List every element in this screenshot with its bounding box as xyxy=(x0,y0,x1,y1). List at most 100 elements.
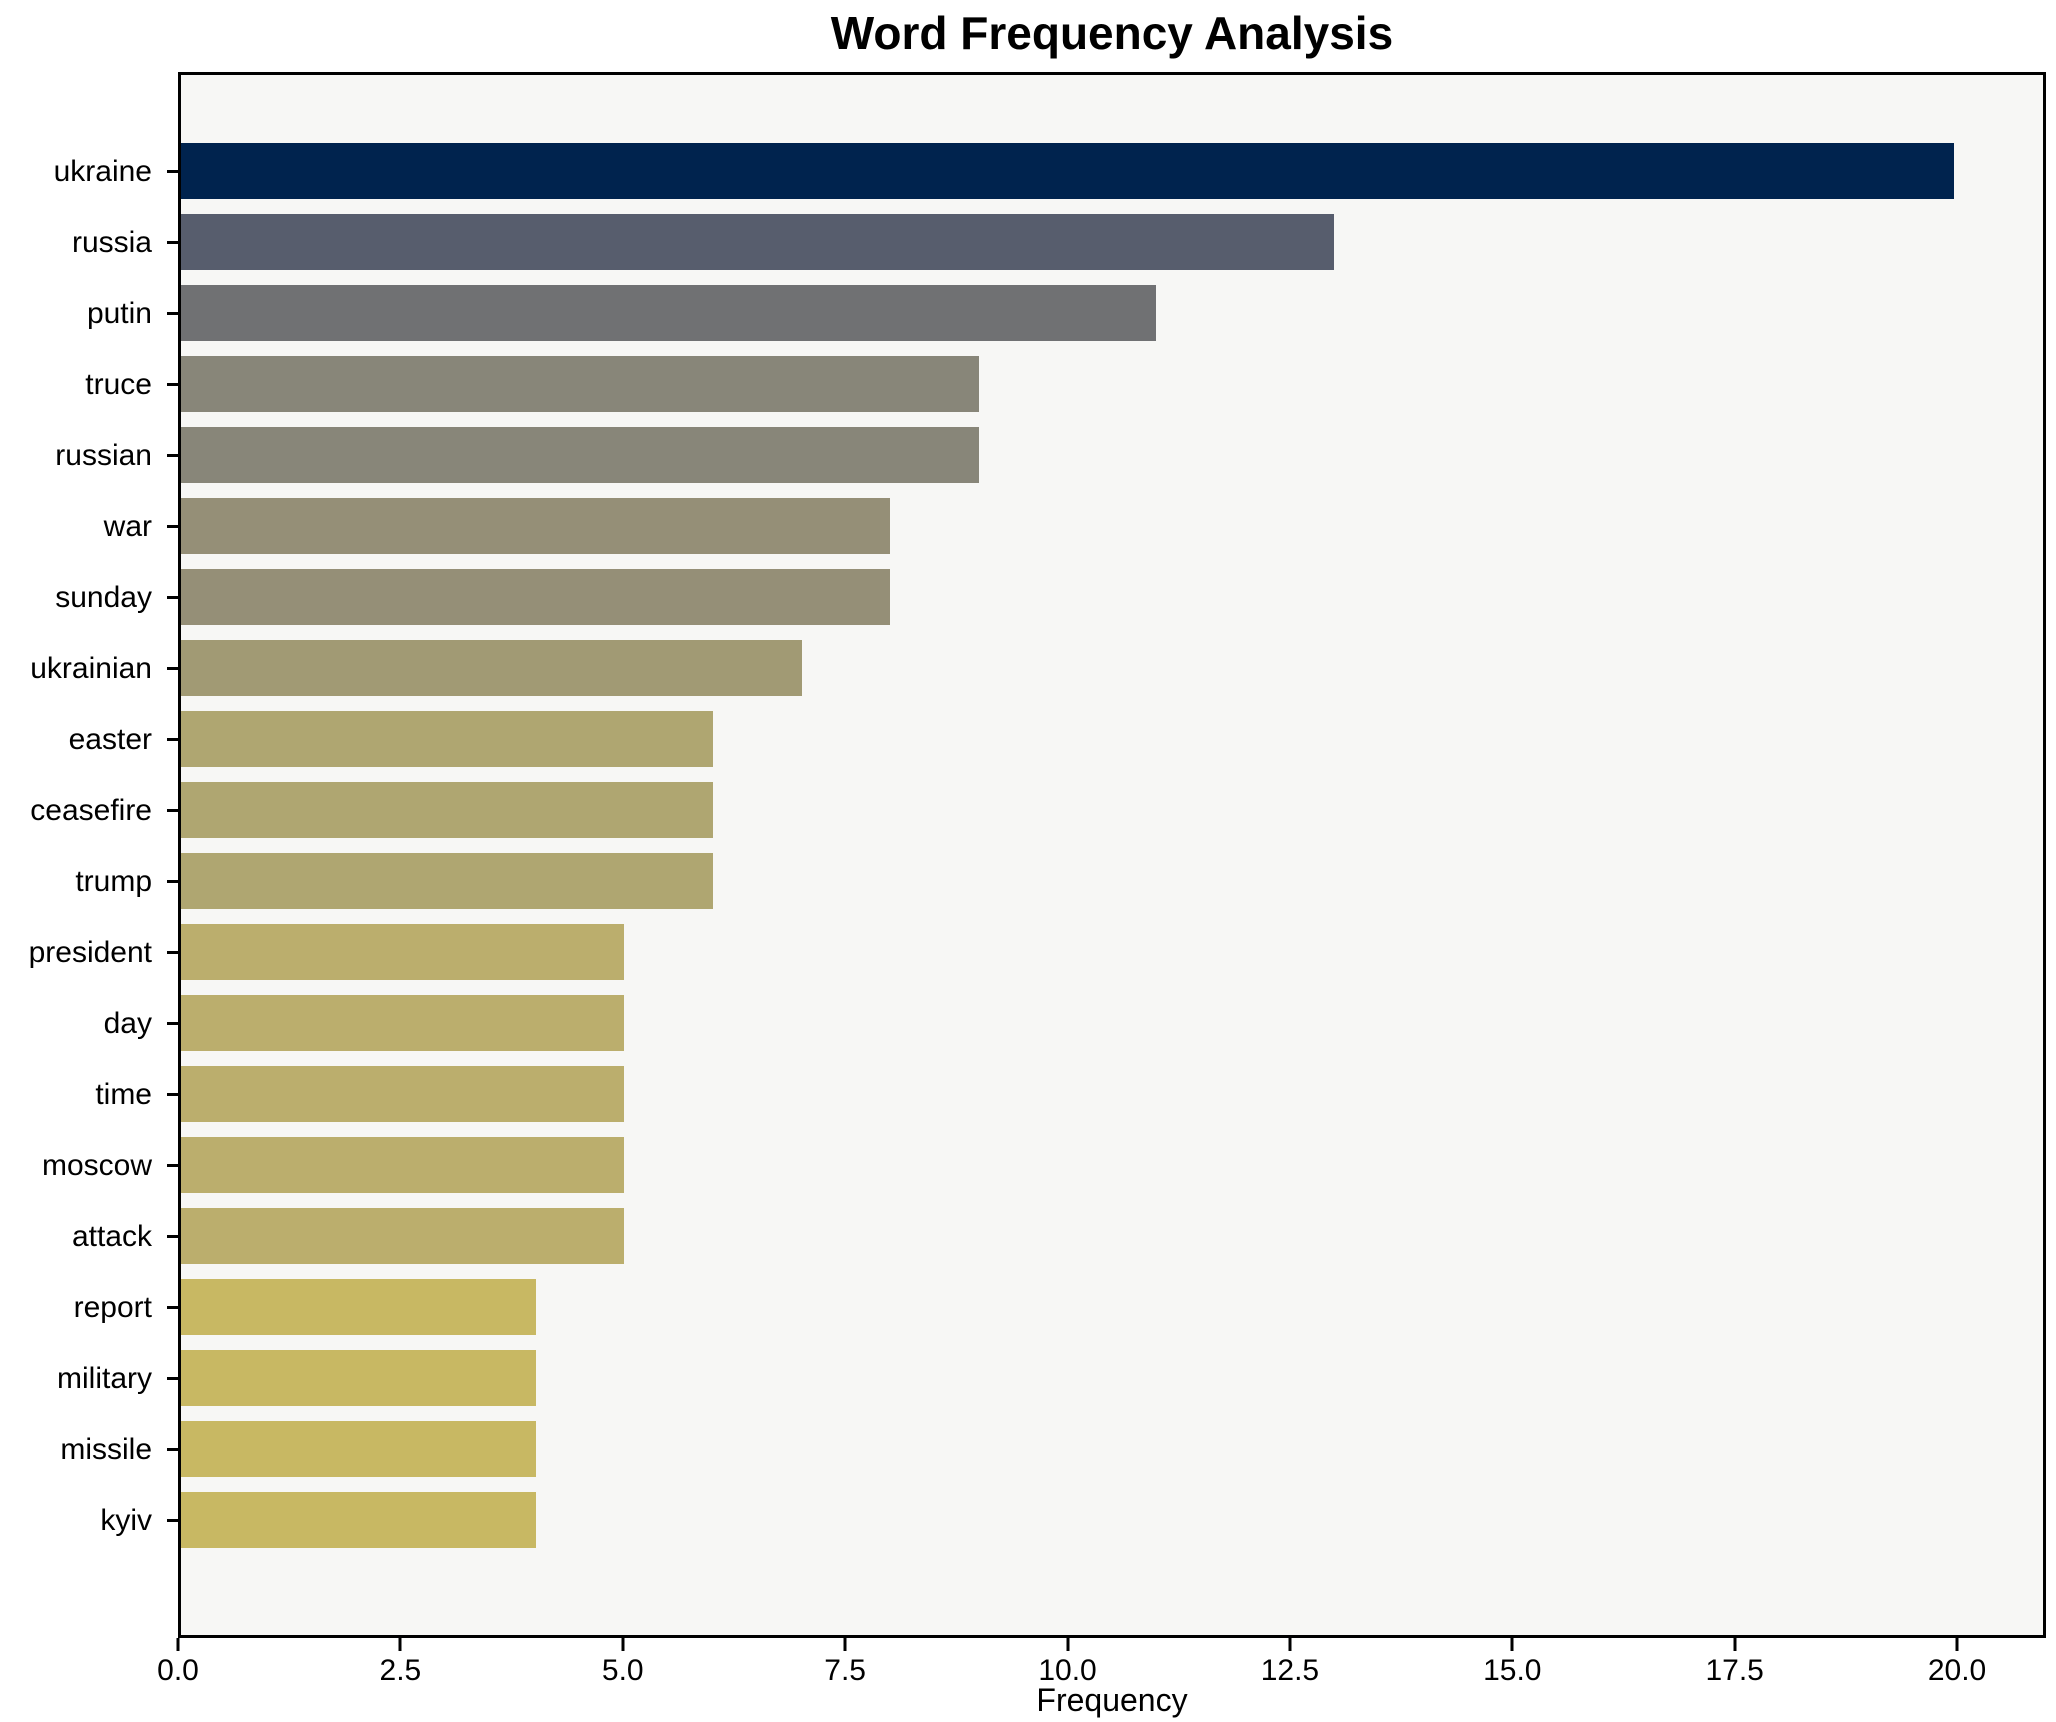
y-label-president: president xyxy=(0,917,178,988)
bar-row xyxy=(181,1130,2043,1201)
y-label-kyiv: kyiv xyxy=(0,1485,178,1556)
bar-kyiv xyxy=(181,1492,536,1548)
bar-truce xyxy=(181,356,979,412)
bar-ukrainian xyxy=(181,640,802,696)
chart-title: Word Frequency Analysis xyxy=(830,7,1394,59)
y-label-text: ceasefire xyxy=(30,793,152,827)
y-label-time: time xyxy=(0,1059,178,1130)
x-tick-label: 17.5 xyxy=(1705,1654,1764,1687)
bar-row xyxy=(181,704,2043,775)
bar-row xyxy=(181,420,2043,491)
y-tick-mark xyxy=(167,1022,178,1025)
x-tick-label: 20.0 xyxy=(1927,1654,1987,1687)
y-tick-mark xyxy=(167,1448,178,1451)
y-tick-mark xyxy=(167,1306,178,1309)
y-label-sunday: sunday xyxy=(0,562,178,633)
x-tick-label: 12.5 xyxy=(1260,1654,1320,1687)
bar-ukraine xyxy=(181,143,1955,199)
x-tick-label: 10.0 xyxy=(1038,1654,1097,1687)
bar-row xyxy=(181,917,2043,988)
x-axis-title: Frequency xyxy=(1036,1682,1188,1718)
bar-row xyxy=(181,633,2043,704)
y-tick-mark xyxy=(167,241,178,244)
x-tick-label: 2.5 xyxy=(379,1654,422,1687)
y-label-ukraine: ukraine xyxy=(0,136,178,207)
bar-row xyxy=(181,846,2043,917)
y-label-moscow: moscow xyxy=(0,1130,178,1201)
x-tick-mark xyxy=(176,1638,180,1651)
y-label-text: moscow xyxy=(41,1148,152,1182)
bar-russian xyxy=(181,427,979,483)
y-label-text: time xyxy=(95,1077,152,1111)
bar-row xyxy=(181,775,2043,846)
y-tick-mark xyxy=(167,738,178,741)
y-label-text: war xyxy=(103,509,152,543)
bar-row xyxy=(181,1272,2043,1343)
bar-attack xyxy=(181,1208,625,1264)
y-tick-mark xyxy=(167,596,178,599)
y-label-text: military xyxy=(57,1361,152,1395)
y-tick-mark xyxy=(167,1164,178,1167)
bar-row xyxy=(181,1343,2043,1414)
x-tick-mark xyxy=(1733,1638,1737,1651)
x-tick-mark xyxy=(621,1638,625,1651)
y-label-text: russian xyxy=(55,438,152,472)
bar-trump xyxy=(181,853,713,909)
bar-report xyxy=(181,1279,536,1335)
y-label-text: ukraine xyxy=(53,154,152,188)
y-tick-mark xyxy=(167,951,178,954)
x-tick-mark xyxy=(398,1638,402,1651)
plot-area xyxy=(178,72,2046,1638)
y-tick-mark xyxy=(167,1377,178,1380)
x-axis: 0.0 2.5 5.0 7.5 10.0 12.5 15.0 17.5 20.0 xyxy=(157,1638,2046,1722)
y-tick-mark xyxy=(167,1519,178,1522)
y-label-text: president xyxy=(28,935,152,969)
x-tick-label: 5.0 xyxy=(601,1654,644,1687)
y-label-text: ukrainian xyxy=(30,651,152,685)
y-label-trump: trump xyxy=(0,846,178,917)
y-tick-mark xyxy=(167,880,178,883)
bar-easter xyxy=(181,711,713,767)
y-label-text: kyiv xyxy=(100,1503,152,1537)
y-label-ukrainian: ukrainian xyxy=(0,633,178,704)
bar-sunday xyxy=(181,569,891,625)
bar-row xyxy=(181,1485,2043,1556)
y-label-military: military xyxy=(0,1343,178,1414)
y-tick-mark xyxy=(167,1235,178,1238)
bar-row xyxy=(181,491,2043,562)
y-label-truce: truce xyxy=(0,349,178,420)
y-label-text: report xyxy=(73,1290,152,1324)
x-tick-mark xyxy=(843,1638,847,1651)
x-tick-mark xyxy=(1066,1638,1070,1651)
y-label-text: easter xyxy=(68,722,152,756)
bar-missile xyxy=(181,1421,536,1477)
y-label-text: day xyxy=(103,1006,152,1040)
x-tick-label: 7.5 xyxy=(824,1654,866,1687)
y-label-text: attack xyxy=(71,1219,152,1253)
y-label-easter: easter xyxy=(0,704,178,775)
bar-president xyxy=(181,924,625,980)
x-tick-label: 15.0 xyxy=(1483,1654,1542,1687)
x-tick-mark xyxy=(1288,1638,1292,1651)
bar-military xyxy=(181,1350,536,1406)
y-tick-mark xyxy=(167,170,178,173)
bar-time xyxy=(181,1066,625,1122)
bar-row xyxy=(181,349,2043,420)
y-axis-labels: ukraine russia putin truce russian war sunday u… xyxy=(0,136,178,1556)
bar-war xyxy=(181,498,891,554)
bar-row xyxy=(181,1059,2043,1130)
y-label-attack: attack xyxy=(0,1201,178,1272)
y-label-missile: missile xyxy=(0,1414,178,1485)
y-tick-mark xyxy=(167,1093,178,1096)
bar-russia xyxy=(181,214,1334,270)
y-tick-mark xyxy=(167,667,178,670)
bar-row xyxy=(181,1414,2043,1485)
bar-row xyxy=(181,988,2043,1059)
y-label-text: sunday xyxy=(55,580,152,614)
bar-moscow xyxy=(181,1137,625,1193)
bar-row xyxy=(181,278,2043,349)
x-tick-mark xyxy=(1955,1638,1959,1651)
y-tick-mark xyxy=(167,525,178,528)
bar-putin xyxy=(181,285,1157,341)
y-label-russian: russian xyxy=(0,420,178,491)
